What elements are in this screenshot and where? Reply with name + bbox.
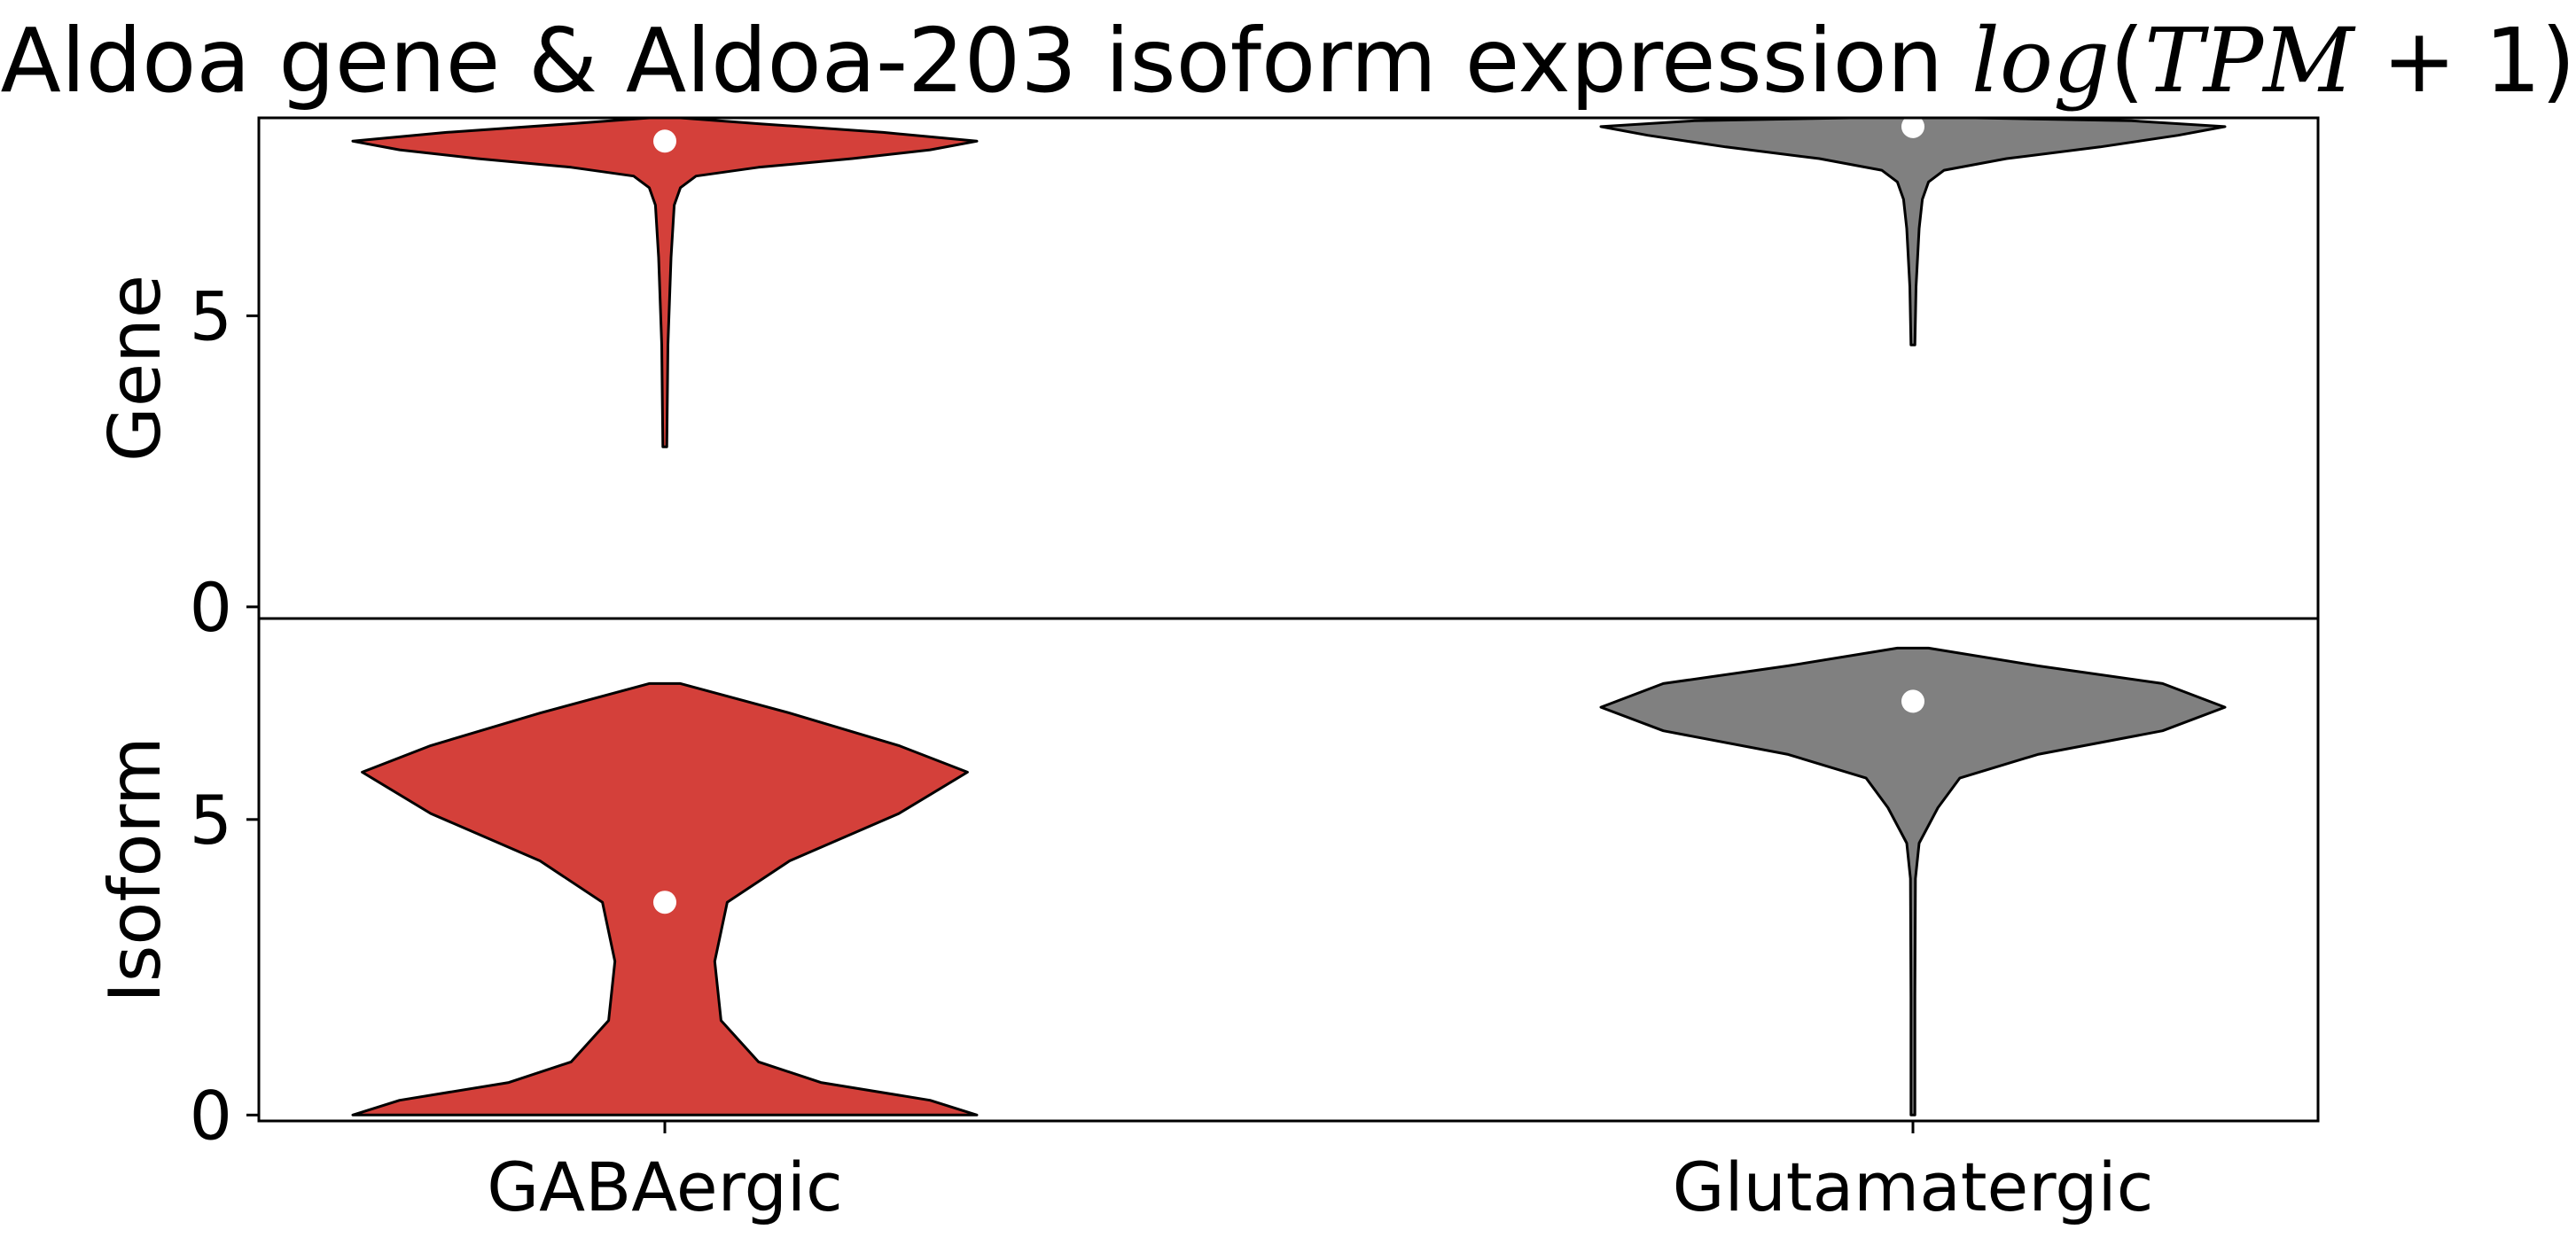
chart-title-math-open: ( bbox=[2110, 9, 2144, 113]
xtick-label-glutamatergic: Glutamatergic bbox=[1673, 1148, 2154, 1226]
violin-isoform-glutamatergic bbox=[1599, 646, 2227, 1117]
median-dot-isoform-gabaergic bbox=[653, 891, 676, 914]
median-dot-gene-gabaergic bbox=[653, 129, 676, 153]
violin-gene-glutamatergic bbox=[1599, 116, 2227, 346]
panel-frame-gene bbox=[257, 116, 2320, 620]
chart-title-math-rest: + 1) bbox=[2354, 9, 2576, 113]
median-dot-gene-glutamatergic bbox=[1901, 114, 1924, 138]
chart-title-math-func: log bbox=[1971, 9, 2110, 113]
ytick-label-gene-5: 5 bbox=[190, 276, 232, 355]
ytick-label-gene-0: 0 bbox=[190, 568, 232, 647]
ylabel-gene: Gene bbox=[94, 275, 176, 462]
ylabel-isoform: Isoform bbox=[94, 736, 176, 1003]
chart-title: Aldoa gene & Aldoa-203 isoform expressio… bbox=[0, 9, 2575, 113]
median-dot-isoform-glutamatergic bbox=[1901, 689, 1924, 713]
chart-title-prefix: Aldoa gene & Aldoa-203 isoform expressio… bbox=[0, 9, 1971, 113]
violin-gene-gabaergic bbox=[351, 116, 979, 448]
chart-title-math-var: TPM bbox=[2144, 9, 2356, 113]
panel-frame-isoform bbox=[257, 617, 2320, 1123]
ytick-label-isoform-5: 5 bbox=[190, 781, 232, 860]
xtick-label-gabaergic: GABAergic bbox=[487, 1148, 843, 1226]
ytick-label-isoform-0: 0 bbox=[190, 1076, 232, 1155]
